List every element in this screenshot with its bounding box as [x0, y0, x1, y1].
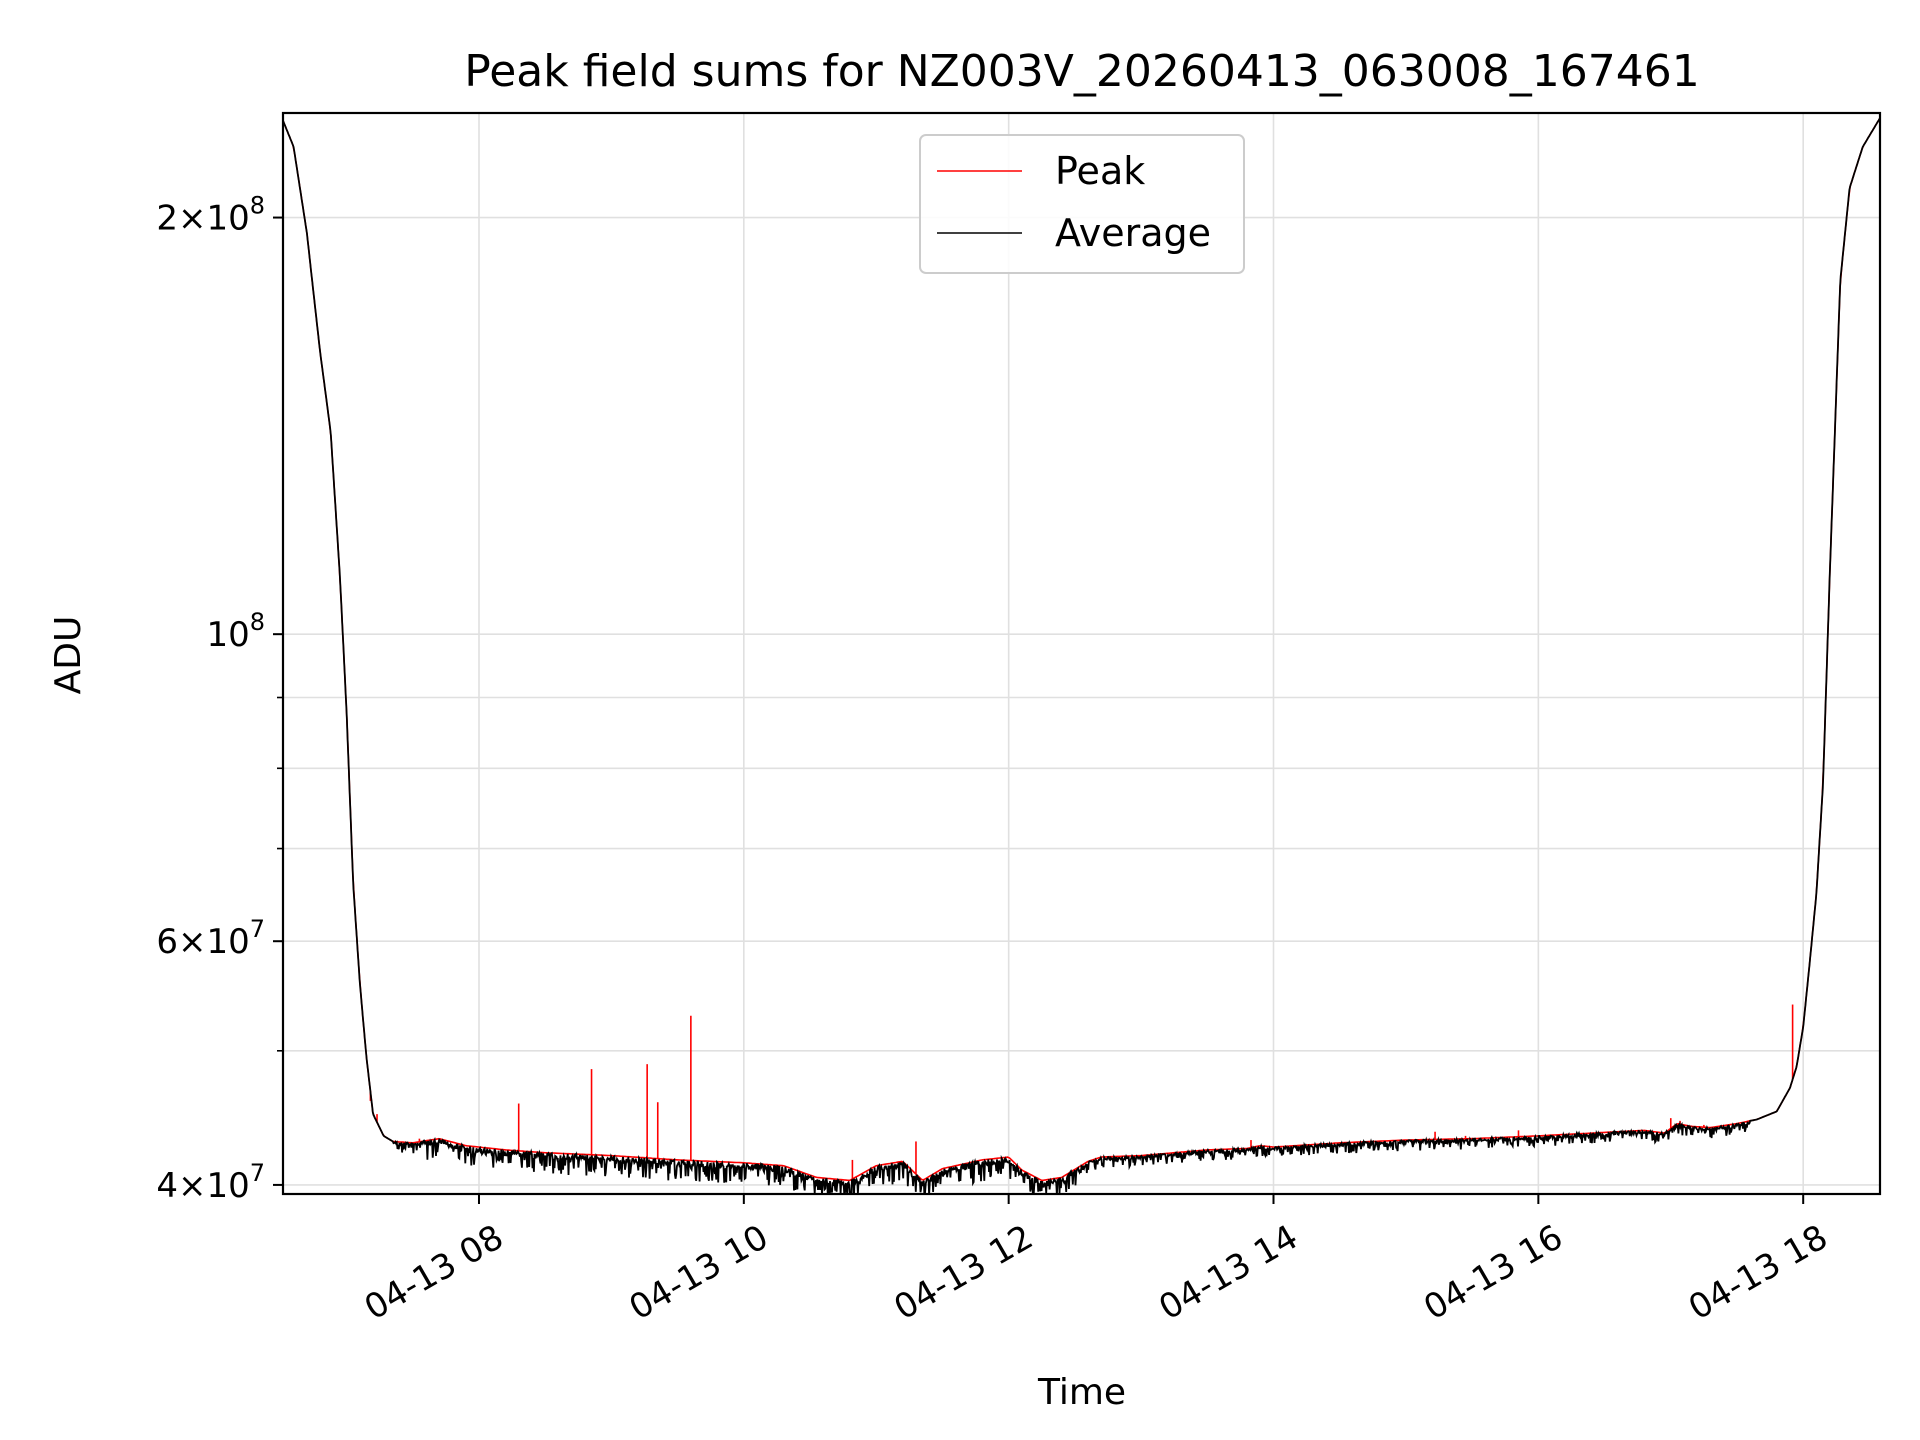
- series-group: [283, 117, 1880, 1194]
- y-tick-label: 2×108: [156, 192, 265, 239]
- legend: Peak Average: [919, 134, 1245, 274]
- y-tick-label: 4×107: [156, 1159, 265, 1206]
- average-series-line: [283, 117, 1880, 1194]
- legend-box: [919, 134, 1245, 274]
- legend-average-label: Average: [1055, 211, 1211, 255]
- plot-clip-group: [283, 117, 1880, 1194]
- legend-peak-label: Peak: [1055, 149, 1145, 193]
- y-axis-title: ADU: [48, 616, 89, 695]
- y-axis: 4×107 6×107 108 2×108: [156, 192, 283, 1206]
- x-axis-title: Time: [1037, 1372, 1126, 1413]
- plot-frame: [281, 111, 1882, 1196]
- y-tick-label: 108: [206, 608, 265, 655]
- y-tick-label: 6×107: [156, 915, 265, 962]
- chart-title: Peak field sums for NZ003V_20260413_0630…: [464, 46, 1699, 97]
